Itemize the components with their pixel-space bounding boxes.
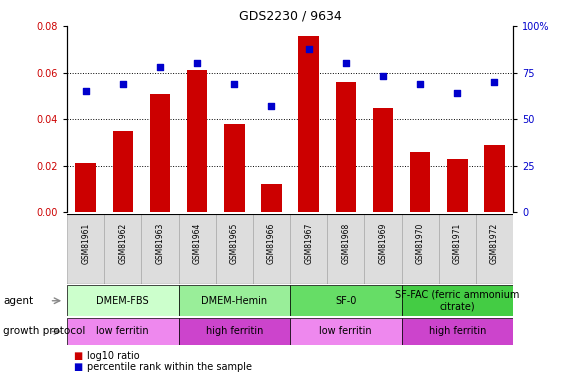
Text: DMEM-FBS: DMEM-FBS (96, 296, 149, 306)
Bar (178, 285, 290, 316)
Point (378, 74, 388, 80)
Point (81, 88, 90, 94)
Text: growth protocol: growth protocol (3, 327, 85, 336)
Bar (261, 184, 282, 212)
Text: GSM81968: GSM81968 (341, 222, 350, 264)
Text: GSM81967: GSM81967 (304, 222, 313, 264)
Bar (447, 159, 468, 212)
Bar (75, 164, 96, 212)
Bar (373, 108, 393, 212)
Point (267, 103, 276, 109)
Point (304, 46, 313, 52)
Bar (253, 214, 290, 284)
Text: GSM81963: GSM81963 (156, 222, 164, 264)
Bar (327, 214, 364, 284)
Bar (364, 214, 402, 284)
Point (230, 81, 239, 87)
Text: SF-FAC (ferric ammonium
citrate): SF-FAC (ferric ammonium citrate) (395, 290, 519, 312)
Bar (298, 36, 319, 212)
Point (192, 60, 202, 66)
Bar (410, 152, 430, 212)
Text: agent: agent (3, 296, 33, 306)
Bar (484, 145, 505, 212)
Bar (402, 214, 438, 284)
Bar (290, 318, 402, 345)
Text: GSM81970: GSM81970 (416, 222, 424, 264)
Bar (178, 318, 290, 345)
Bar (178, 214, 216, 284)
Text: GSM81961: GSM81961 (81, 222, 90, 264)
Bar (141, 214, 178, 284)
Text: log10 ratio: log10 ratio (87, 351, 140, 361)
Text: SF-0: SF-0 (335, 296, 356, 306)
Text: GSM81971: GSM81971 (453, 222, 462, 264)
Bar (104, 214, 141, 284)
Text: GSM81966: GSM81966 (267, 222, 276, 264)
Bar (216, 214, 253, 284)
Point (416, 81, 425, 87)
Bar (476, 214, 513, 284)
Text: GSM81969: GSM81969 (378, 222, 388, 264)
Text: DMEM-Hemin: DMEM-Hemin (201, 296, 268, 306)
Point (118, 81, 128, 87)
Bar (224, 124, 244, 212)
Bar (402, 318, 513, 345)
Text: GSM81965: GSM81965 (230, 222, 239, 264)
Bar (290, 285, 402, 316)
Text: ■: ■ (73, 351, 82, 361)
Bar (336, 82, 356, 212)
Bar (402, 285, 513, 316)
Point (155, 64, 164, 70)
Text: low ferritin: low ferritin (319, 327, 372, 336)
Point (452, 90, 462, 96)
Bar (187, 70, 208, 212)
Bar (438, 214, 476, 284)
Bar (113, 131, 133, 212)
Bar (150, 94, 170, 212)
Text: ■: ■ (73, 362, 82, 372)
Bar (290, 214, 327, 284)
Text: percentile rank within the sample: percentile rank within the sample (87, 362, 252, 372)
Text: GDS2230 / 9634: GDS2230 / 9634 (238, 9, 342, 22)
Text: high ferritin: high ferritin (206, 327, 263, 336)
Text: GSM81964: GSM81964 (192, 222, 202, 264)
Bar (67, 318, 178, 345)
Bar (67, 214, 104, 284)
Bar (67, 285, 178, 316)
Text: high ferritin: high ferritin (429, 327, 486, 336)
Point (490, 79, 499, 85)
Point (341, 60, 350, 66)
Text: low ferritin: low ferritin (96, 327, 149, 336)
Text: GSM81962: GSM81962 (118, 222, 127, 264)
Text: GSM81972: GSM81972 (490, 222, 499, 264)
